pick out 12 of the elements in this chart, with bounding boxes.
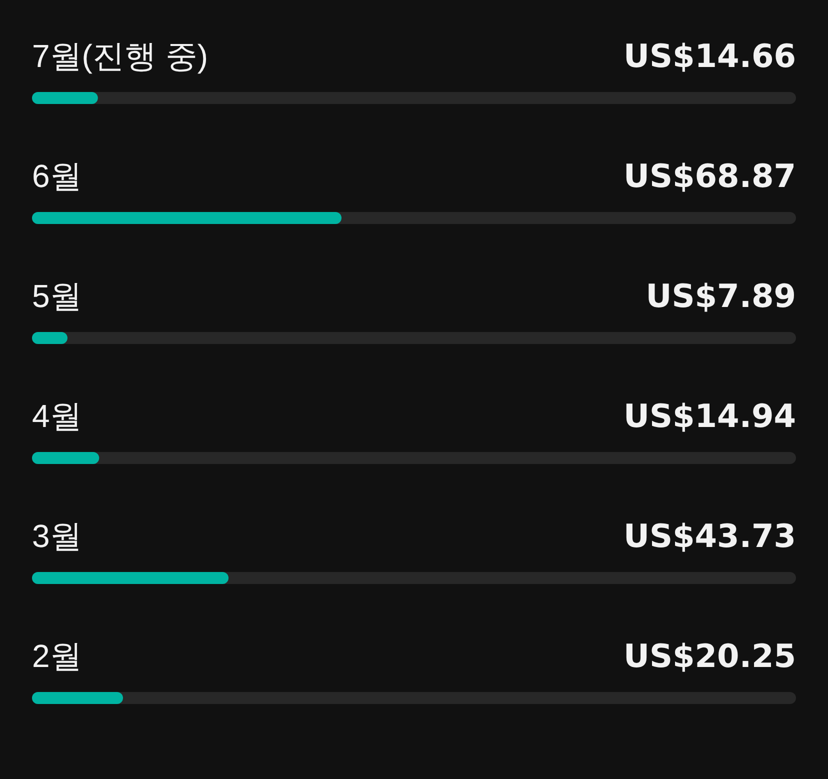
y-tick-label: 3월 xyxy=(32,518,82,554)
data-label: US$7.89 xyxy=(646,277,796,315)
data-label: US$20.25 xyxy=(623,637,796,675)
data-label: US$14.94 xyxy=(623,397,796,435)
data-label: US$14.66 xyxy=(623,37,796,75)
y-tick-label: 4월 xyxy=(32,398,82,434)
data-label: US$43.73 xyxy=(623,517,796,555)
y-tick-label: 6월 xyxy=(32,158,82,194)
y-tick-label: 2월 xyxy=(32,638,82,674)
data-label: US$68.87 xyxy=(623,157,796,195)
y-tick-label: 7월(진행 중) xyxy=(32,38,208,74)
y-tick-label: 5월 xyxy=(32,278,82,314)
